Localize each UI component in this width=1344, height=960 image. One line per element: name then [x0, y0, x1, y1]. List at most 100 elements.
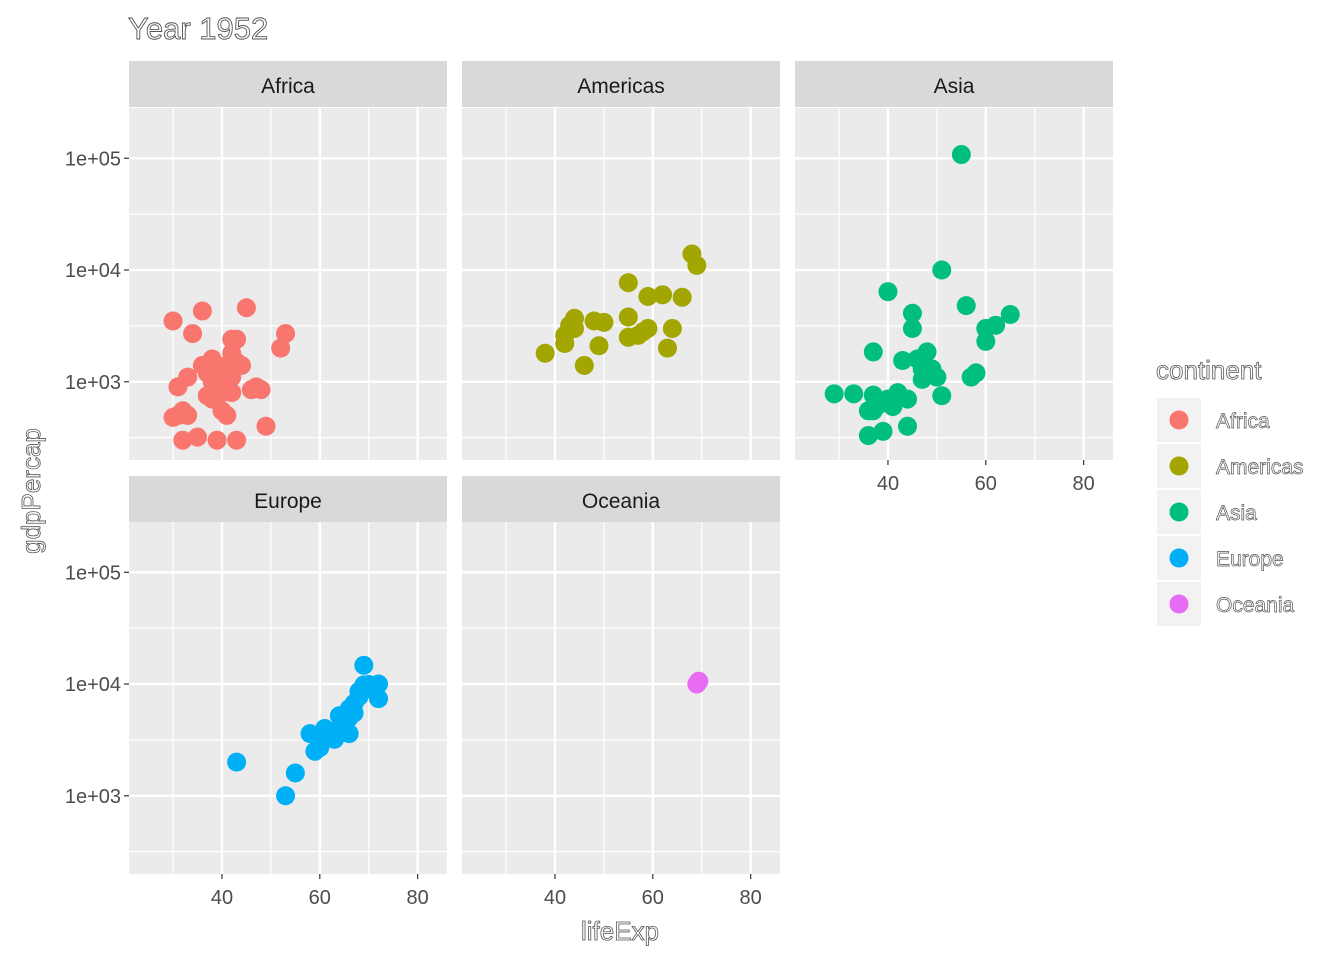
data-point-americas: [687, 255, 707, 275]
data-point-asia: [956, 296, 976, 316]
facet-strip-label: Asia: [934, 75, 975, 98]
y-tick-label: 1e+04: [65, 260, 121, 282]
data-point-asia: [932, 260, 952, 280]
data-point-africa: [178, 367, 198, 387]
legend-title: continent: [1156, 355, 1262, 385]
legend-item-europe: Europe: [1157, 536, 1284, 580]
facet-strip-label: Europe: [254, 490, 322, 513]
legend-label-oceania: Oceania: [1216, 594, 1295, 617]
data-point-asia: [927, 367, 947, 387]
data-point-africa: [187, 427, 207, 447]
data-point-americas: [535, 343, 555, 363]
x-tick-label: 40: [211, 887, 233, 909]
chart-title: Year 1952: [128, 11, 268, 46]
legend-key-americas: [1169, 456, 1189, 476]
x-tick-label: 60: [309, 887, 331, 909]
data-point-oceania: [689, 671, 709, 691]
y-axis-title: gdpPercap: [16, 428, 46, 554]
x-axis-title: lifeExp: [581, 916, 659, 946]
data-point-africa: [173, 430, 193, 450]
legend-item-asia: Asia: [1157, 490, 1258, 534]
data-point-asia: [1000, 304, 1020, 324]
data-point-africa: [232, 355, 252, 375]
facet-strip-label: Africa: [261, 75, 315, 98]
data-point-americas: [565, 318, 585, 338]
legend-label-africa: Africa: [1216, 410, 1270, 433]
data-point-asia: [863, 342, 883, 362]
facet-oceania: Oceania 40 60 80: [462, 476, 780, 909]
facet-strip-label: Oceania: [582, 490, 661, 513]
facet-strip-asia: [795, 61, 1113, 107]
data-point-americas: [574, 355, 594, 375]
x-tick-label: 60: [642, 887, 664, 909]
data-point-africa: [227, 430, 247, 450]
data-point-asia: [951, 145, 971, 165]
data-point-europe: [339, 724, 359, 744]
data-point-africa: [183, 324, 203, 344]
legend-item-africa: Africa: [1157, 398, 1270, 442]
data-point-africa: [271, 338, 291, 358]
legend: continent Africa Americas Asia Europe Oceani…: [1156, 355, 1304, 626]
data-point-asia: [966, 363, 986, 383]
facet-strip-europe: [129, 476, 447, 522]
data-point-europe: [344, 703, 364, 723]
facet-strip-africa: [129, 61, 447, 107]
data-point-africa: [256, 416, 276, 436]
legend-key-europe: [1169, 548, 1189, 568]
x-tick-label: 60: [975, 473, 997, 495]
data-point-africa: [163, 311, 183, 331]
data-point-europe: [369, 674, 389, 694]
data-point-americas: [672, 287, 692, 307]
data-point-africa: [236, 298, 256, 318]
data-point-europe: [276, 786, 296, 806]
data-point-americas: [555, 334, 575, 354]
legend-item-oceania: Oceania: [1157, 582, 1295, 626]
data-point-americas: [589, 336, 609, 356]
y-tick-label: 1e+04: [65, 674, 121, 696]
facet-asia: Asia 40 60 80: [795, 61, 1113, 495]
data-point-africa: [192, 301, 212, 321]
x-tick-label: 80: [407, 887, 429, 909]
data-point-africa: [207, 430, 227, 450]
facet-strip-label: Americas: [577, 75, 665, 98]
x-tick-label: 80: [1073, 473, 1095, 495]
data-point-asia: [932, 386, 952, 406]
data-point-asia: [844, 384, 864, 404]
x-tick-label: 80: [740, 887, 762, 909]
data-point-asia: [986, 315, 1006, 335]
data-point-americas: [618, 307, 638, 327]
facet-panels: Africa 1e+03 1e+04 1e+05 Americas Asia 40 60 80 E…: [65, 61, 1113, 909]
data-point-europe: [285, 763, 305, 783]
y-tick-label: 1e+05: [65, 148, 121, 170]
legend-item-americas: Americas: [1157, 444, 1304, 488]
data-point-asia: [902, 303, 922, 323]
data-point-asia: [893, 351, 913, 371]
data-point-asia: [878, 282, 898, 302]
x-tick-label: 40: [544, 887, 566, 909]
panel-background: [795, 108, 1113, 460]
legend-label-europe: Europe: [1216, 548, 1284, 571]
data-point-europe: [227, 752, 247, 772]
legend-key-africa: [1169, 410, 1189, 430]
data-point-africa: [227, 329, 247, 349]
data-point-asia: [902, 318, 922, 338]
data-point-americas: [638, 286, 658, 306]
data-point-asia: [824, 384, 844, 404]
data-point-africa: [222, 383, 242, 403]
data-point-africa: [217, 405, 237, 425]
y-tick-label: 1e+03: [65, 372, 121, 394]
panel-background: [462, 522, 780, 874]
legend-label-asia: Asia: [1216, 502, 1257, 525]
facet-europe: Europe 1e+03 1e+04 1e+05 40 60 80: [65, 476, 447, 909]
data-point-americas: [638, 318, 658, 338]
legend-key-oceania: [1169, 594, 1189, 614]
facet-americas: Americas: [462, 61, 780, 460]
facet-strip-americas: [462, 61, 780, 107]
data-point-europe: [300, 724, 320, 744]
y-tick-label: 1e+03: [65, 786, 121, 808]
legend-key-asia: [1169, 502, 1189, 522]
x-tick-label: 40: [877, 473, 899, 495]
data-point-americas: [662, 318, 682, 338]
data-point-europe: [369, 689, 389, 709]
